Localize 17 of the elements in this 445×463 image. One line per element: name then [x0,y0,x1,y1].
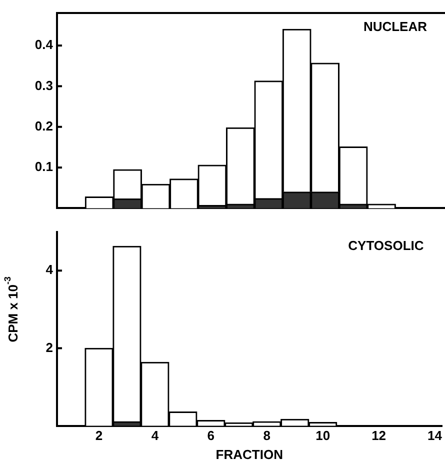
y-tick-label: 0.3 [34,78,53,93]
annotation: CYTOSOLIC [348,238,424,253]
y-tick-label: 0.2 [34,118,53,134]
y-tick-label: 0.1 [34,159,53,174]
x-tick-label: 8 [263,428,270,444]
x-tick-label: 4 [151,428,160,444]
x-tick-label: 10 [316,428,330,444]
x-tick-label: 2 [95,428,103,444]
x-axis-title: FRACTION [216,446,283,462]
x-tick-label: 6 [207,428,215,444]
y-tick-label: 4 [46,262,54,278]
x-tick-label: 12 [372,428,386,444]
y-tick-label: 2 [46,340,53,355]
y-tick-label: 0.4 [34,37,54,52]
annotation: NUCLEAR [363,19,428,34]
x-tick-label: 14 [428,428,443,444]
y-axis-title: CPM x 10-3 [2,276,21,342]
